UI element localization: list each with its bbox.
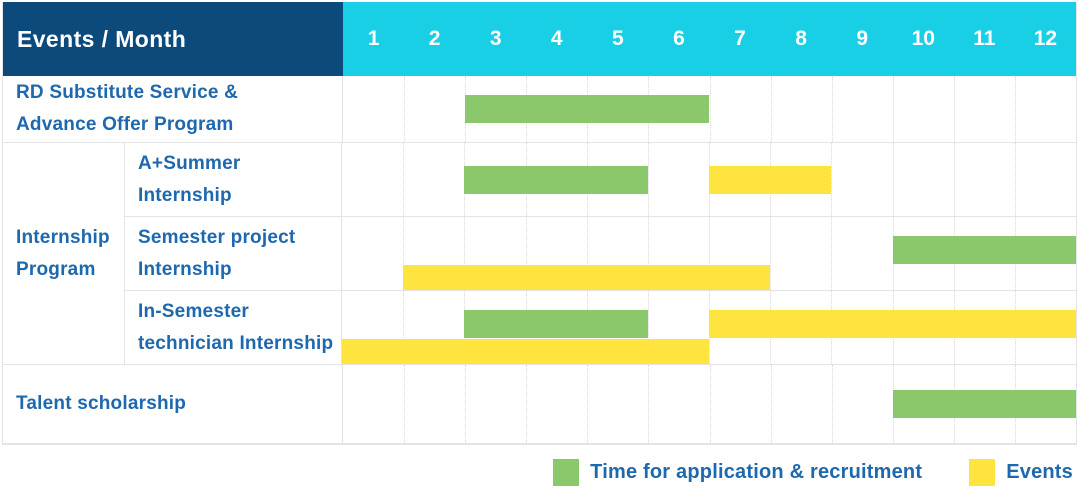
month-gridline <box>647 291 649 364</box>
month-header-5: 5 <box>612 27 624 50</box>
table-row: In-Semester technician Internship <box>125 291 1076 364</box>
month-header-11: 11 <box>973 27 996 50</box>
chart-area-row-3 <box>342 291 1076 364</box>
month-header-7: 7 <box>734 27 746 50</box>
row-label-line: A+Summer <box>138 152 241 174</box>
table-row: Talent scholarship <box>3 365 1076 444</box>
month-gridline <box>709 365 711 443</box>
month-gridline <box>831 365 833 443</box>
application-bar-months-3-5 <box>464 310 648 338</box>
event-bar-months-2-7 <box>403 265 771 290</box>
group-sub-rows: A+Summer Internship Semester project Intern… <box>125 143 1076 364</box>
row-label-line: Internship <box>138 258 232 280</box>
row-label: A+Summer Internship <box>125 143 342 216</box>
month-gridline <box>403 143 405 216</box>
month-gridline <box>709 76 711 142</box>
month-gridline <box>953 143 955 216</box>
month-gridline <box>1014 76 1016 142</box>
month-gridline <box>953 76 955 142</box>
row-label-line: Semester project <box>138 226 296 248</box>
month-header-9: 9 <box>856 27 868 50</box>
application-bar-months-3-6 <box>465 95 710 123</box>
month-header-10: 10 <box>911 27 935 50</box>
month-gridline <box>464 217 466 290</box>
row-label-line: Internship <box>138 184 232 206</box>
header-title-cell: Events / Month <box>3 2 343 76</box>
month-gridline <box>709 217 710 290</box>
row-label-line: Program <box>16 258 96 280</box>
row-label: Semester project Internship <box>125 217 342 290</box>
application-bar-months-10-12 <box>892 390 1076 418</box>
month-gridline <box>648 365 650 443</box>
month-gridline <box>404 365 406 443</box>
month-gridline <box>587 365 589 443</box>
month-gridline <box>770 217 772 290</box>
month-header-12: 12 <box>1033 27 1058 50</box>
legend-item-event: Events <box>969 459 1075 486</box>
legend-label: Time for application & recruitment <box>590 461 923 483</box>
event-color-swatch <box>969 459 996 486</box>
row-label-line: technician Internship <box>138 332 334 354</box>
month-gridline <box>770 76 772 142</box>
month-header-8: 8 <box>795 27 807 50</box>
month-gridline <box>647 217 649 290</box>
month-gridline <box>1014 143 1016 216</box>
chart-area-row-1 <box>342 143 1076 216</box>
month-gridline <box>647 143 649 216</box>
legend-item-application: Time for application & recruitment <box>553 459 969 486</box>
table-header-row: Events / Month 1 2 3 4 5 6 7 8 9 10 11 12 <box>3 2 1076 76</box>
month-gridline <box>892 76 894 142</box>
month-header-strip: 1 2 3 4 5 6 7 8 9 10 11 12 <box>343 2 1076 76</box>
page-title: Events / Month <box>17 25 187 52</box>
legend-label: Events <box>1006 461 1073 483</box>
row-label-line: Talent scholarship <box>16 393 187 414</box>
month-gridline <box>403 291 405 364</box>
table-row: A+Summer Internship <box>125 143 1076 217</box>
month-header-3: 3 <box>489 27 502 50</box>
group-section: Internship Program A+Summer Internship Semes… <box>3 143 1076 365</box>
month-gridline <box>404 76 406 142</box>
table-body: RD Substitute Service & Advance Offer Pro… <box>3 76 1076 444</box>
month-gridline <box>831 76 833 142</box>
chart-area-row-4 <box>343 365 1076 443</box>
row-label: In-Semester technician Internship <box>125 291 342 364</box>
month-header-4: 4 <box>550 27 563 50</box>
application-bar-months-3-5 <box>464 165 648 194</box>
month-gridline <box>465 365 467 443</box>
month-gridline <box>892 143 894 216</box>
event-bar-months-1-6 <box>342 339 709 364</box>
legend: Time for application & recruitment Events <box>553 459 1075 486</box>
month-header-6: 6 <box>673 27 685 50</box>
event-bar-months-7-12 <box>709 310 1076 338</box>
row-label-line: RD Substitute Service & <box>16 82 239 103</box>
month-gridline <box>586 217 588 290</box>
month-header-2: 2 <box>428 27 441 50</box>
row-label-line: In-Semester <box>138 300 249 322</box>
month-gridline <box>526 365 528 443</box>
month-header-1: 1 <box>367 27 380 50</box>
row-label-line: Advance Offer Program <box>16 114 234 135</box>
month-gridline <box>831 143 833 216</box>
table-row: Semester project Internship <box>125 217 1076 291</box>
month-gridline <box>403 217 405 290</box>
row-label: Talent scholarship <box>3 365 343 443</box>
application-color-swatch <box>553 459 580 486</box>
chart-area-row-2 <box>342 217 1076 290</box>
application-bar-months-10-12 <box>892 236 1076 264</box>
table-row: RD Substitute Service & Advance Offer Pro… <box>3 76 1076 143</box>
row-label: RD Substitute Service & Advance Offer Pro… <box>3 76 343 142</box>
month-gridline <box>770 365 772 443</box>
group-label: Internship Program <box>3 143 125 364</box>
events-month-table: Events / Month 1 2 3 4 5 6 7 8 9 10 11 12 RD Substi… <box>2 2 1077 445</box>
month-gridline <box>525 217 527 290</box>
event-bar-months-7-8 <box>709 165 832 194</box>
row-label-line: Internship <box>16 226 110 248</box>
chart-area-row-0 <box>343 76 1076 142</box>
month-gridline <box>831 217 833 290</box>
